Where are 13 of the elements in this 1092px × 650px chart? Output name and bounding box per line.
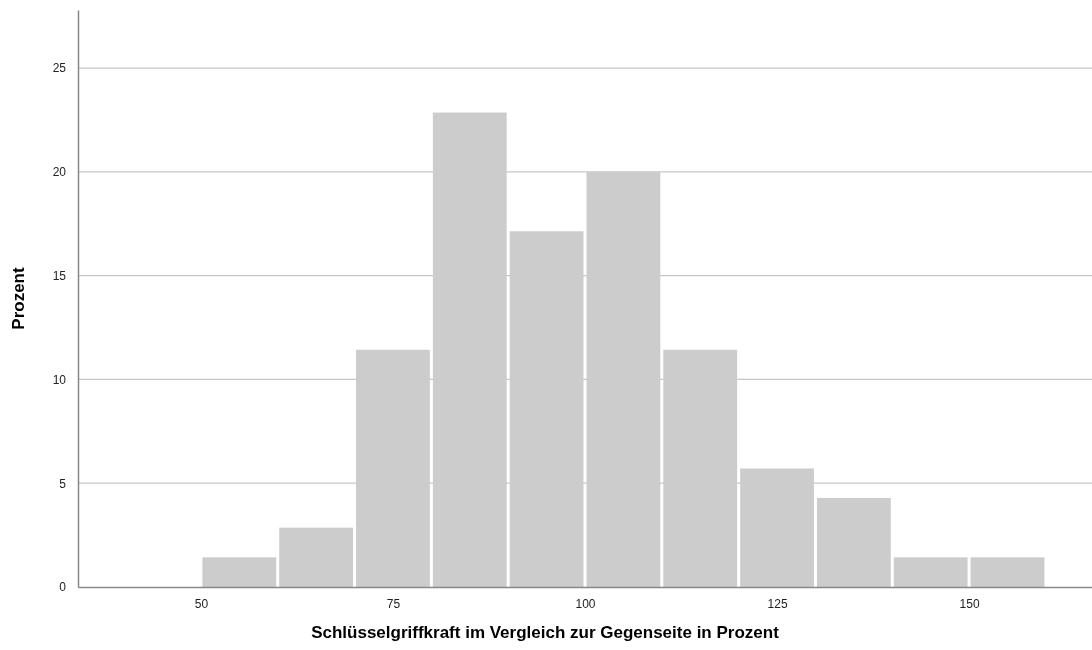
y-tick-label: 15 [52, 269, 67, 284]
x-tick-label: 75 [386, 596, 401, 611]
y-axis-title: Prozent [9, 266, 28, 330]
y-tick-label: 20 [52, 165, 67, 180]
x-tick-label: 50 [194, 596, 209, 611]
y-tick-label: 10 [52, 372, 67, 387]
x-axis-title: Schlüsselgriffkraft im Vergleich zur Gegenseite in Prozent [311, 623, 780, 642]
y-tick-label: 0 [59, 580, 67, 595]
x-tick-label: 150 [959, 596, 980, 611]
x-tick-label: 125 [767, 596, 788, 611]
y-tick-label: 5 [59, 476, 67, 491]
x-tick-label: 100 [575, 596, 596, 611]
y-tick-label: 25 [52, 61, 67, 76]
